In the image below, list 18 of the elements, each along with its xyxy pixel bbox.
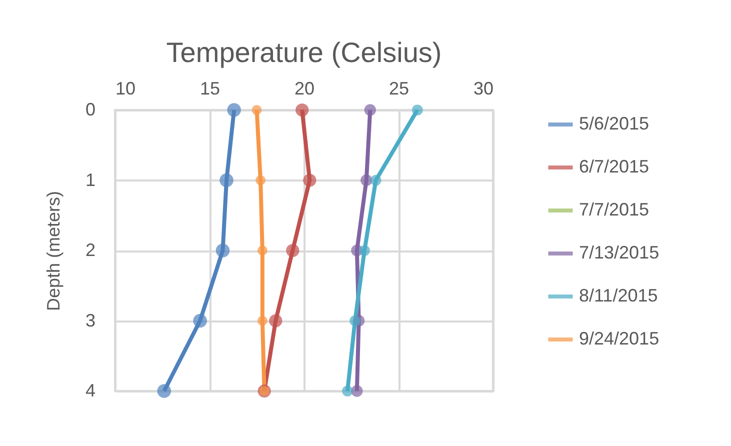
legend-label: 7/13/2015 <box>579 242 660 262</box>
y-tick-label: 0 <box>85 100 96 120</box>
y-tick-label: 1 <box>85 170 96 190</box>
chart-title: Temperature (Celsius) <box>166 37 442 68</box>
x-tick-label: 25 <box>388 78 410 98</box>
x-tick-label: 10 <box>116 78 136 98</box>
legend-label: 9/24/2015 <box>579 328 660 348</box>
legend-label: 8/11/2015 <box>579 286 658 306</box>
x-tick-label: 20 <box>294 78 315 98</box>
x-tick-label: 15 <box>200 78 220 98</box>
y-tick-label: 4 <box>85 380 96 400</box>
y-tick-label: 3 <box>85 310 96 330</box>
legend-label: 6/7/2015 <box>579 156 650 176</box>
y-axis-title: Depth (meters) <box>43 190 64 312</box>
legend-label: 7/7/2015 <box>579 200 650 220</box>
legend-label: 5/6/2015 <box>579 114 650 134</box>
y-tick-label: 2 <box>85 240 96 260</box>
x-tick-label: 30 <box>473 78 494 98</box>
